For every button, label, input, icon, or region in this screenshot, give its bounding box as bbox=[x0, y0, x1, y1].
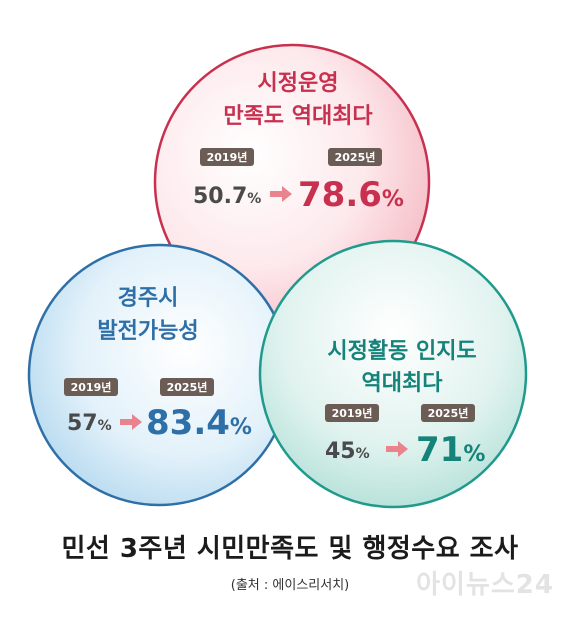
circle-title-line: 역대최다 bbox=[362, 371, 444, 396]
circle-title-line: 만족도 역대최다 bbox=[223, 104, 373, 129]
circle-title-line: 시정활동 인지도 bbox=[327, 339, 476, 364]
circle-title-line: 발전가능성 bbox=[97, 319, 198, 344]
caption-source: (출처 : 에이스리서치) bbox=[230, 578, 350, 593]
year-pill bbox=[64, 378, 118, 396]
year-pill bbox=[421, 404, 475, 422]
arrow-icon bbox=[270, 186, 292, 202]
year-pill bbox=[325, 404, 379, 422]
watermark-logo: 아이뉴스24 bbox=[416, 570, 554, 600]
value-from: 45% bbox=[325, 439, 370, 464]
year-to-label: 2025년 bbox=[167, 380, 208, 394]
arrow-icon bbox=[386, 441, 408, 457]
value-to: 83.4% bbox=[146, 403, 252, 443]
value-to: 71% bbox=[416, 430, 485, 470]
value-from: 50.7% bbox=[193, 184, 261, 209]
value-from: 57% bbox=[67, 411, 112, 436]
year-pill bbox=[160, 378, 214, 396]
arrow-icon bbox=[120, 414, 142, 430]
year-from-label: 2019년 bbox=[71, 380, 112, 394]
circle-title-line: 경주시 bbox=[118, 286, 179, 311]
circle-activity-awareness: 시정활동 인지도 역대최다 2019년 2025년 45% 71% bbox=[258, 239, 528, 509]
year-pill bbox=[200, 148, 254, 166]
year-pill bbox=[328, 148, 382, 166]
caption-title: 민선 3주년 시민만족도 및 행정수요 조사 bbox=[61, 534, 519, 564]
year-from-label: 2019년 bbox=[207, 150, 248, 164]
circle-title-line: 시정운영 bbox=[258, 71, 339, 96]
year-from-label: 2019년 bbox=[332, 406, 373, 420]
circle-operation-satisfaction: 시정운영 만족도 역대최다 2019년 2025년 50.7% 78.6% bbox=[153, 43, 431, 321]
year-to-label: 2025년 bbox=[428, 406, 469, 420]
year-to-label: 2025년 bbox=[335, 150, 376, 164]
circle-development-potential: 경주시 발전가능성 2019년 2025년 57% 83.4% bbox=[27, 243, 291, 507]
value-to: 78.6% bbox=[298, 175, 404, 215]
